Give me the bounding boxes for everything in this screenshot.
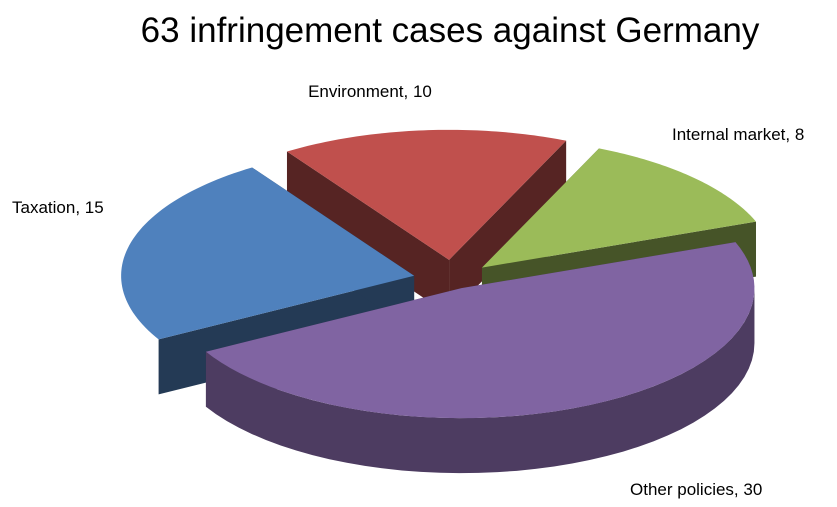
slice-top	[481, 148, 757, 268]
slice-top	[286, 129, 567, 260]
data-label: Other policies, 30	[630, 480, 762, 499]
pie-slice	[205, 242, 755, 474]
slice-wall	[205, 288, 755, 474]
slice-side	[449, 140, 567, 315]
data-label: Taxation, 15	[12, 198, 104, 217]
data-label: Internal market, 8	[672, 125, 804, 144]
slice-top	[205, 242, 755, 419]
slice-top	[121, 167, 415, 340]
chart-title: 63 infringement cases against Germany	[141, 11, 760, 50]
data-label: Environment, 10	[308, 82, 432, 101]
